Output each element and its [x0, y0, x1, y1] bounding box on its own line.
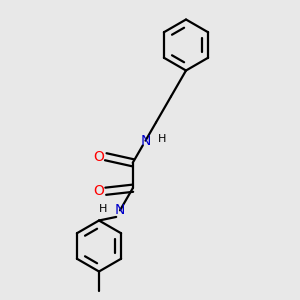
Text: N: N [140, 134, 151, 148]
Text: O: O [94, 184, 105, 198]
Text: O: O [94, 150, 105, 164]
Text: N: N [115, 203, 125, 217]
Text: H: H [99, 204, 108, 214]
Text: H: H [158, 134, 166, 144]
